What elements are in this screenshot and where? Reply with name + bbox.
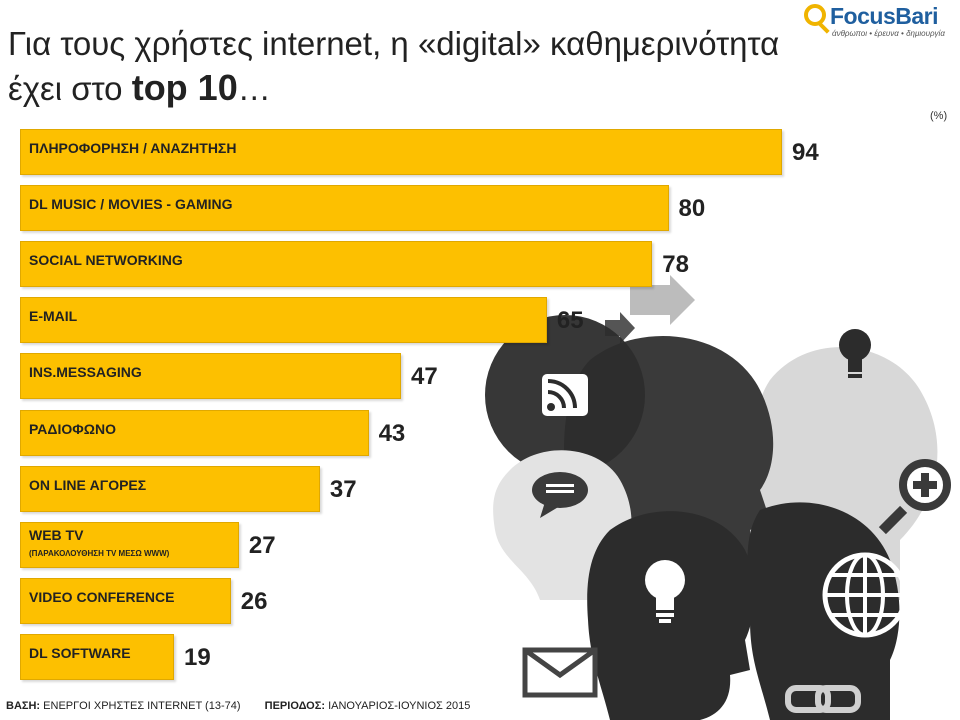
heads-illustration xyxy=(485,275,951,720)
unit-label: (%) xyxy=(930,110,948,122)
title-line-2: έχει στο top 10… xyxy=(8,66,828,111)
bar-label: E-MAIL xyxy=(29,308,78,325)
envelope-icon xyxy=(522,647,598,698)
bar: DL SOFTWARE xyxy=(20,633,175,680)
bar-value-label: 37 xyxy=(329,475,357,503)
bar: DL MUSIC / MOVIES - GAMING xyxy=(20,185,669,232)
bar-label: WEB TV xyxy=(29,526,84,543)
logo-tagline: άνθρωποι • έρευνα • δημιουργία xyxy=(832,29,945,38)
rss-icon xyxy=(542,374,588,416)
bar-label: ΠΛΗΡΟΦΟΡΗΣΗ / ΑΝΑΖΗΤΗΣΗ xyxy=(29,140,237,156)
period-label: ΠΕΡΙΟΔΟΣ: xyxy=(264,700,326,712)
bar: ΡΑΔΙΟΦΩΝΟ xyxy=(20,409,369,456)
title-prefix: έχει στο xyxy=(8,70,132,107)
bar-label: DL SOFTWARE xyxy=(29,644,131,661)
bar: WEB TV (ΠΑΡΑΚΟΛΟΥΘΗΣΗ TV ΜΕΣΩ WWW) xyxy=(20,521,239,568)
bar-sublabel: (ΠΑΡΑΚΟΛΟΥΘΗΣΗ TV ΜΕΣΩ WWW) xyxy=(29,548,170,558)
link-icon xyxy=(785,685,861,713)
bar-label: VIDEO CONFERENCE xyxy=(29,588,175,605)
title-strong: top 10 xyxy=(131,67,238,108)
title-suffix: … xyxy=(237,70,271,107)
bar: ΠΛΗΡΟΦΟΡΗΣΗ / ΑΝΑΖΗΤΗΣΗ xyxy=(20,129,782,175)
bar-value-label: 26 xyxy=(240,587,268,615)
bar-label: SOCIAL NETWORKING xyxy=(29,252,183,269)
footer-note: ΒΑΣΗ: ΕΝΕΡΓΟΙ ΧΡΗΣΤΕΣ INTERNET (13-74) Π… xyxy=(6,700,470,712)
magnifier-plus-icon xyxy=(878,459,951,535)
globe-icon xyxy=(822,552,908,638)
bar: ON LINE ΑΓΟΡΕΣ xyxy=(20,465,320,512)
title-line-1: Για τους χρήστες internet, η «digital» κ… xyxy=(8,25,780,62)
period-value: ΙΑΝΟΥΑΡΙΟΣ-ΙΟΥΝΙΟΣ 2015 xyxy=(328,700,471,712)
lightbulb-icon xyxy=(839,329,871,378)
bar-label: INS.MESSAGING xyxy=(29,364,142,381)
bar: INS.MESSAGING xyxy=(20,353,401,400)
page-title: Για τους χρήστες internet, η «digital» κ… xyxy=(8,22,828,111)
magnifier-logo-icon xyxy=(804,4,826,26)
bar-label: ΡΑΔΙΟΦΩΝΟ xyxy=(29,420,116,437)
bar-value-label: 27 xyxy=(248,531,276,559)
focusbari-logo: FocusBari άνθρωποι • έρευνα • δημιουργία xyxy=(800,2,950,42)
lightbulb-icon xyxy=(645,560,685,623)
bar: E-MAIL xyxy=(20,297,547,344)
arrow-right-icon xyxy=(630,275,695,325)
bar-label: ON LINE ΑΓΟΡΕΣ xyxy=(29,476,147,493)
logo-name: FocusBari xyxy=(830,3,938,29)
bar-value-label: 94 xyxy=(792,139,819,166)
bar-value-label: 80 xyxy=(678,195,706,223)
chat-bubble-icon xyxy=(532,472,588,518)
base-value: ΕΝΕΡΓΟΙ ΧΡΗΣΤΕΣ INTERNET (13-74) xyxy=(43,700,241,712)
bar: VIDEO CONFERENCE xyxy=(20,577,231,624)
bar-label: DL MUSIC / MOVIES - GAMING xyxy=(29,196,233,213)
bar-value-label: 19 xyxy=(184,643,211,671)
base-label: ΒΑΣΗ: xyxy=(6,700,41,712)
bar-value-label: 43 xyxy=(378,419,406,447)
bar-value-label: 47 xyxy=(411,363,438,391)
